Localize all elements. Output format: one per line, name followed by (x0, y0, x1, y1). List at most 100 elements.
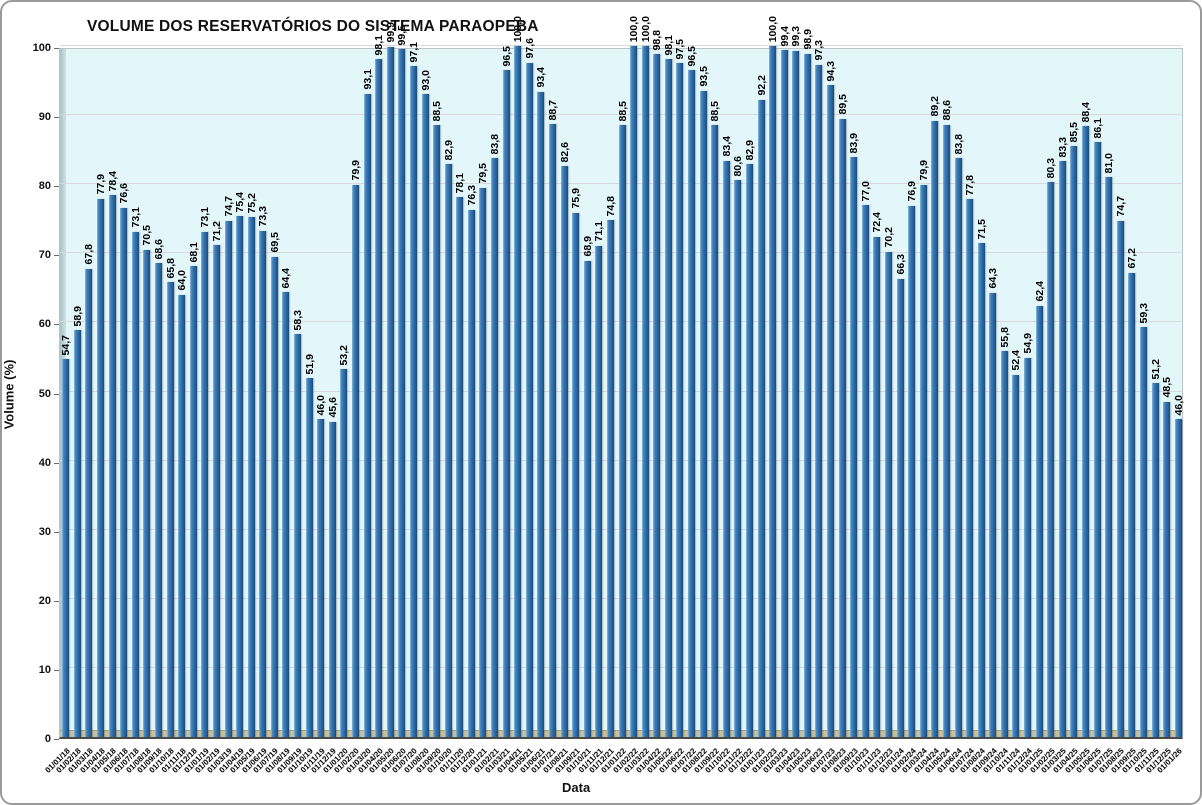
bar-value-label: 53,2 (338, 344, 351, 366)
bar (583, 260, 591, 737)
y-tick-mark (54, 531, 59, 533)
bar-value-label: 93,5 (697, 66, 710, 87)
bar (502, 70, 510, 737)
bar (966, 199, 974, 737)
bar (618, 125, 626, 737)
bar (572, 212, 580, 737)
y-tick-mark (54, 462, 59, 464)
bar (409, 66, 417, 737)
bar-value-label: 75,2 (245, 192, 258, 214)
bar (201, 231, 209, 737)
bar-value-label: 79,9 (917, 160, 930, 181)
bar-value-label: 98,9 (801, 29, 814, 50)
bar (456, 197, 464, 737)
bar (120, 207, 128, 737)
bar (351, 184, 359, 737)
bar (630, 46, 638, 737)
bar-value-label: 82,6 (558, 141, 571, 163)
bar-value-label: 97,5 (674, 38, 687, 60)
x-axis-title: Data (562, 780, 591, 795)
bar (653, 54, 661, 737)
bar-value-label: 67,2 (1126, 248, 1139, 269)
y-tick-label-30: 30 (38, 525, 51, 538)
bar (861, 204, 869, 737)
bar-value-label: 68,6 (152, 238, 165, 259)
bar (850, 157, 858, 737)
bar-value-label: 96,5 (500, 45, 513, 67)
bar (375, 59, 383, 737)
y-tick-mark (54, 324, 59, 326)
bar-value-label: 93,4 (535, 67, 548, 88)
y-tick-label-90: 90 (38, 111, 51, 124)
bar-value-label: 54,7 (60, 334, 73, 356)
bar-value-label: 80,3 (1044, 157, 1057, 179)
bar-value-label: 88,5 (430, 101, 443, 122)
bar-value-label: 66,3 (894, 254, 907, 275)
y-tick-label-20: 20 (38, 594, 51, 607)
bar-value-label: 83,8 (952, 133, 965, 154)
bar-value-label: 88,6 (940, 100, 953, 121)
bar (885, 251, 892, 737)
bar (606, 220, 614, 737)
bar-value-label: 76,9 (905, 181, 918, 202)
bar-value-label: 71,5 (975, 218, 988, 239)
bar (1047, 182, 1055, 737)
bar-value-label: 74,8 (604, 195, 617, 217)
plot-area: 54,7 58,9 67,8 77,9 78,4 76,6 73,1 70,5 68,6 65,8… (59, 16, 1184, 739)
chart-title: VOLUME DOS RESERVATÓRIOS DO SISTEMA PARA… (87, 18, 539, 35)
bar (305, 378, 313, 737)
y-tick-label-60: 60 (38, 318, 51, 331)
bar (85, 268, 93, 737)
bar (178, 294, 186, 737)
bar-value-label: 65,8 (164, 257, 177, 279)
bar-value-label: 99,4 (778, 25, 791, 47)
gridline-100 (60, 45, 1182, 46)
bar (1000, 351, 1008, 737)
bar-value-label: 88,4 (1079, 101, 1092, 123)
bar (688, 70, 696, 737)
bar-value-label: 64,0 (175, 270, 188, 291)
y-tick-mark (54, 600, 59, 602)
bar (896, 278, 904, 737)
bar (1035, 305, 1043, 737)
bar (259, 230, 267, 737)
y-tick-label-0: 0 (44, 733, 51, 745)
bar (467, 209, 475, 737)
bar-value-label: 68,1 (187, 242, 200, 263)
bar-value-label: 58,9 (71, 305, 84, 327)
bar (491, 157, 499, 737)
y-axis-title: Volume (%) (1, 359, 17, 430)
bar (757, 99, 765, 737)
bar-value-label: 71,1 (593, 221, 606, 242)
y-tick-mark (54, 255, 59, 257)
bar (363, 93, 371, 737)
bar-value-label: 51,2 (1149, 358, 1162, 380)
bar (827, 85, 835, 737)
bar (954, 157, 962, 737)
bar-value-label: 85,5 (1068, 121, 1081, 143)
bar (1174, 419, 1182, 737)
bar (224, 220, 232, 737)
y-tick-label-10: 10 (38, 663, 51, 676)
bar (1151, 383, 1159, 737)
bar-value-label: 78,4 (106, 170, 119, 192)
bar (317, 419, 325, 737)
bar (97, 198, 105, 737)
y-tick-label-50: 50 (38, 387, 51, 400)
bar-value-label: 77,0 (859, 180, 872, 201)
bar-value-label: 99,3 (790, 26, 803, 47)
bar-value-label: 73,1 (199, 207, 212, 228)
bar (131, 231, 139, 737)
bar (282, 292, 290, 737)
bar (514, 46, 522, 737)
bar (780, 50, 788, 737)
bar-value-label: 96,5 (685, 45, 698, 67)
bar-value-label: 88,5 (616, 101, 629, 122)
bar (595, 245, 603, 737)
bar-value-label: 77,9 (94, 174, 107, 195)
y-tick-label-70: 70 (38, 249, 51, 262)
bar (340, 369, 348, 737)
bar (664, 59, 672, 737)
bar-value-label: 98,8 (651, 29, 663, 51)
